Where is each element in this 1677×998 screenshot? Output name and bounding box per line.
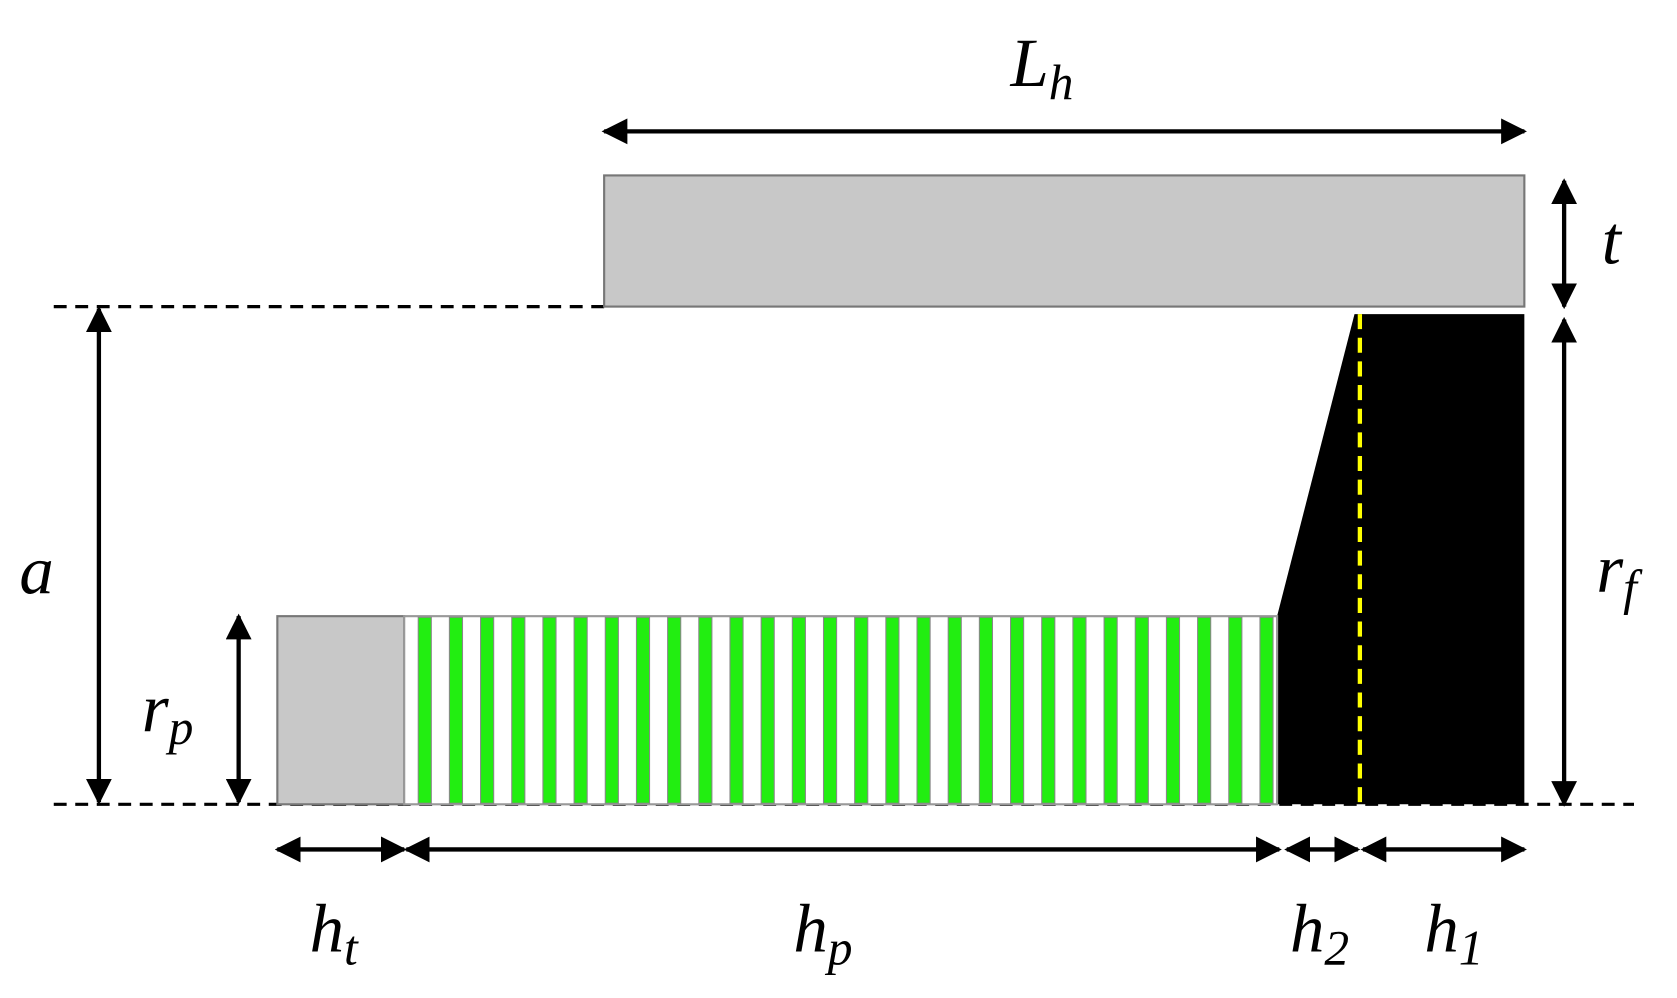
striped-region xyxy=(403,615,1279,806)
top-plate xyxy=(603,174,1526,308)
green-stripe xyxy=(854,616,869,804)
green-stripe xyxy=(885,616,900,804)
green-stripe xyxy=(1103,616,1118,804)
subscript: p xyxy=(166,700,194,755)
green-stripe xyxy=(822,616,838,804)
symbol: h xyxy=(1290,891,1324,967)
symbol: h xyxy=(1424,891,1458,967)
green-stripe xyxy=(1010,616,1025,804)
symbol: r xyxy=(1596,530,1623,606)
subscript: f xyxy=(1623,560,1643,615)
green-stripe xyxy=(417,616,432,804)
symbol: r xyxy=(142,670,169,746)
green-stripe xyxy=(1197,616,1212,804)
label: Lh xyxy=(1010,25,1074,110)
label: rp xyxy=(142,670,194,755)
green-stripe xyxy=(542,616,557,804)
green-stripe xyxy=(1134,616,1149,804)
label: hp xyxy=(793,891,852,976)
symbol: a xyxy=(19,533,53,609)
green-stripe xyxy=(1041,616,1056,804)
green-stripe xyxy=(947,616,962,804)
green-stripe xyxy=(791,616,806,804)
green-stripe xyxy=(916,616,931,804)
subscript: 1 xyxy=(1459,920,1484,975)
subscript: p xyxy=(825,920,853,975)
green-stripe xyxy=(604,616,619,804)
green-stripe xyxy=(573,616,588,804)
green-stripe xyxy=(698,616,713,804)
label: a xyxy=(19,533,53,609)
label: t xyxy=(1602,203,1623,279)
green-stripe xyxy=(1072,616,1087,804)
green-stripe xyxy=(635,616,651,804)
symbol: h xyxy=(310,891,344,967)
label: rf xyxy=(1596,530,1643,615)
label: h1 xyxy=(1424,891,1483,976)
symbol: L xyxy=(1010,25,1049,101)
green-stripe xyxy=(667,616,682,804)
symbol: t xyxy=(1602,203,1623,279)
green-stripe xyxy=(480,616,495,804)
symbol: h xyxy=(793,891,827,967)
green-stripe xyxy=(1228,616,1243,804)
grey-block xyxy=(276,615,406,806)
green-stripe xyxy=(760,616,775,804)
black-block xyxy=(1277,314,1525,805)
subscript: h xyxy=(1049,55,1074,110)
green-stripe xyxy=(448,616,464,804)
subscript: 2 xyxy=(1324,920,1349,975)
label: h2 xyxy=(1290,891,1349,976)
label: ht xyxy=(310,891,359,976)
green-stripe xyxy=(511,616,526,804)
subscript: t xyxy=(344,920,359,975)
dimension-arrows xyxy=(85,118,1578,863)
green-stripe xyxy=(1259,616,1274,804)
green-stripe xyxy=(978,616,994,804)
green-stripe xyxy=(729,616,744,804)
green-stripe xyxy=(1165,616,1181,804)
